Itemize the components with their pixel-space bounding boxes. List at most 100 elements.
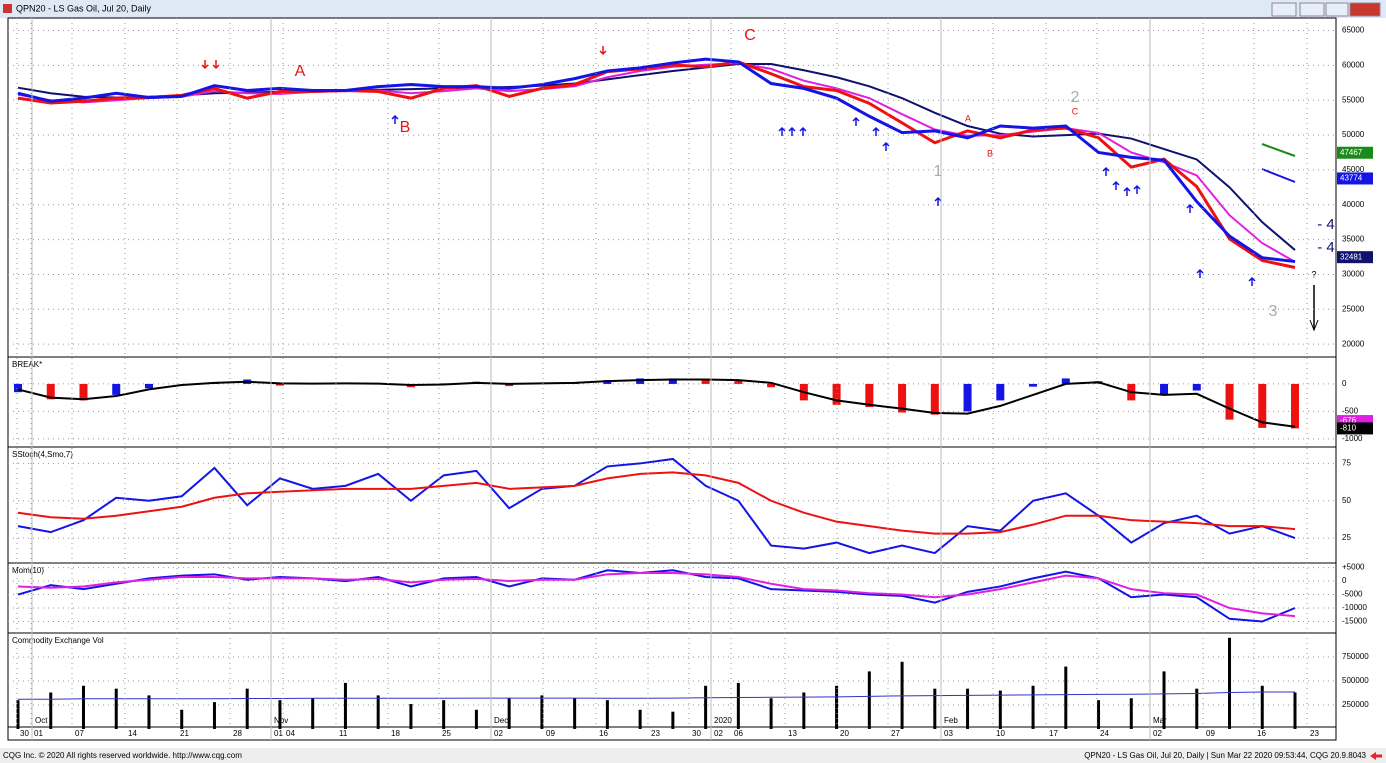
y-tick-label: 0 [1342, 576, 1347, 585]
buy-arrow [1123, 186, 1131, 196]
bar [46, 383, 55, 400]
bar [16, 700, 20, 729]
date-label: 16 [599, 729, 608, 738]
date-label: 24 [1100, 729, 1109, 738]
bar [767, 383, 776, 388]
bar [998, 690, 1002, 729]
wave-label: 3 [1269, 303, 1278, 320]
date-label: 07 [75, 729, 84, 738]
series-line [17, 471, 1296, 535]
window-title: QPN20 - LS Gas Oil, Jul 20, Daily [16, 3, 152, 13]
y-tick-label: 25 [1342, 533, 1351, 542]
date-label: 06 [734, 729, 743, 738]
date-label: 02 [1153, 729, 1162, 738]
bar [736, 682, 740, 729]
date-label: 01 [274, 729, 283, 738]
bar [1225, 383, 1234, 420]
value-marker [1337, 172, 1373, 185]
buy-arrow [391, 114, 399, 124]
bar [1029, 383, 1038, 387]
sell-arrow [599, 46, 607, 56]
bar [605, 700, 609, 729]
bar [963, 383, 972, 412]
value-marker [1337, 422, 1373, 435]
value-marker [1337, 251, 1373, 264]
series-line [17, 457, 1296, 555]
scroll-arrow[interactable] [1370, 752, 1382, 760]
bar [966, 688, 970, 729]
buy-arrow [872, 126, 880, 136]
bar [835, 685, 839, 729]
y-tick-label: -1000 [1342, 434, 1363, 443]
bar [147, 695, 151, 729]
bar [1129, 698, 1133, 729]
series-line [17, 378, 1296, 428]
series-line [17, 57, 1296, 264]
wave-label: A [295, 63, 306, 80]
y-tick-label: -500 [1342, 406, 1359, 415]
date-label: 16 [1257, 729, 1266, 738]
date-label: 10 [996, 729, 1005, 738]
maximize-button[interactable] [1325, 2, 1349, 17]
y-tick-label: +5000 [1342, 563, 1365, 572]
bar [79, 383, 88, 401]
bar [474, 709, 478, 729]
bar [1061, 378, 1070, 384]
y-tick-label: 55000 [1342, 95, 1365, 104]
buy-arrow [852, 116, 860, 126]
bar [636, 378, 645, 384]
bar [540, 695, 544, 729]
y-tick-label: 50 [1342, 496, 1351, 505]
bar [1064, 666, 1068, 729]
month-label: Mar [1153, 716, 1167, 725]
bar [1031, 685, 1035, 729]
y-tick-label: 0 [1342, 379, 1347, 388]
bar [769, 698, 773, 729]
series-line [18, 691, 1295, 700]
bar [1162, 671, 1166, 729]
bar [865, 383, 874, 407]
bar [49, 692, 53, 729]
value-marker [1337, 146, 1373, 159]
y-tick-label: 75 [1342, 459, 1351, 468]
series-line [17, 571, 1296, 618]
y-tick-label: 750000 [1342, 652, 1369, 661]
bar [1293, 692, 1297, 729]
panel-title: Mom(10) [12, 566, 44, 575]
y-tick-label: -5000 [1342, 590, 1363, 599]
buy-arrow [1102, 166, 1110, 176]
value-marker-label: -676 [1340, 416, 1357, 425]
y-tick-label: 65000 [1342, 26, 1365, 35]
bar [898, 383, 907, 413]
y-tick-label: 40000 [1342, 200, 1365, 209]
wave-label: C [744, 27, 756, 44]
minimize-button[interactable] [1299, 2, 1325, 17]
bar [311, 698, 315, 729]
y-tick-label: 500000 [1342, 676, 1369, 685]
buy-arrow [1112, 180, 1120, 190]
wave-label: B [400, 119, 411, 136]
y-tick-label: 20000 [1342, 339, 1365, 348]
footer-right: QPN20 - LS Gas Oil, Jul 20, Daily | Sun … [1084, 751, 1366, 760]
panel-title: Commodity Exchange Vol [12, 636, 104, 645]
panel-title: BREAK* [12, 360, 42, 369]
bar [671, 711, 675, 729]
close-button[interactable] [1349, 2, 1381, 17]
buy-arrow [934, 196, 942, 206]
panel-title: SStoch(4,Smo,7) [12, 450, 73, 459]
toolbar-button[interactable] [1271, 2, 1297, 17]
y-tick-label: 25000 [1342, 304, 1365, 313]
bar [212, 702, 216, 729]
bar [1291, 383, 1299, 429]
trend-line [1261, 168, 1296, 183]
date-label: 18 [391, 729, 400, 738]
date-label: 11 [339, 729, 348, 738]
value-marker-label: 47467 [1340, 148, 1363, 157]
date-label: 28 [233, 729, 242, 738]
month-label: Dec [494, 716, 508, 725]
bar [930, 383, 939, 415]
bar [996, 383, 1005, 401]
buy-arrow [1133, 184, 1141, 194]
date-label: 01 [34, 729, 43, 738]
